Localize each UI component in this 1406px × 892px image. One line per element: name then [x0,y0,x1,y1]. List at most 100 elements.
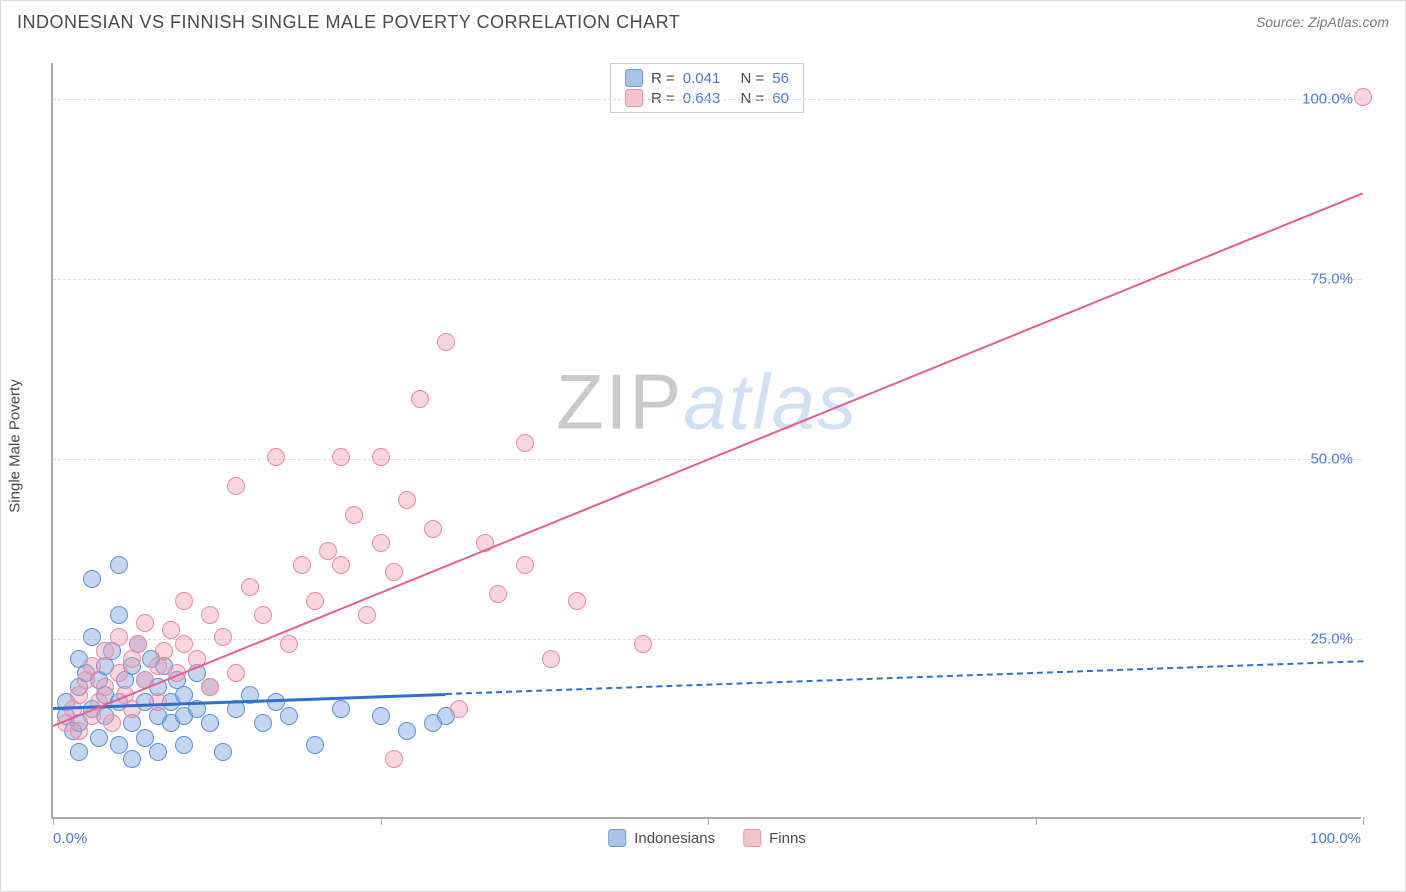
scatter-point [280,707,298,725]
scatter-point [542,650,560,668]
scatter-point [306,592,324,610]
scatter-point [634,635,652,653]
scatter-point [201,678,219,696]
scatter-point [110,606,128,624]
r-label: R = [651,90,675,107]
chart-title: INDONESIAN VS FINNISH SINGLE MALE POVERT… [17,12,680,33]
indonesians-n-value: 56 [772,70,789,87]
scatter-point [136,614,154,632]
scatter-point [227,664,245,682]
bottom-legend: Indonesians Finns [608,829,806,847]
scatter-point [411,390,429,408]
scatter-point [149,743,167,761]
stats-row-indonesians: R = 0.041 N = 56 [625,68,789,88]
scatter-point [96,642,114,660]
scatter-point [175,592,193,610]
scatter-point [267,448,285,466]
title-bar: INDONESIAN VS FINNISH SINGLE MALE POVERT… [1,1,1405,43]
scatter-point [96,678,114,696]
x-tick-label: 100.0% [1310,830,1361,847]
scatter-point [201,714,219,732]
source-label: Source: ZipAtlas.com [1256,14,1389,30]
scatter-point [516,556,534,574]
scatter-point [136,729,154,747]
scatter-point [110,736,128,754]
watermark: ZIPatlas [556,357,858,448]
y-tick-label: 75.0% [1310,271,1353,288]
scatter-point [385,563,403,581]
finns-n-value: 60 [772,90,789,107]
scatter-point [372,707,390,725]
scatter-point [332,448,350,466]
scatter-point [319,542,337,560]
scatter-point [90,729,108,747]
finns-legend-swatch-icon [743,829,761,847]
scatter-point [450,700,468,718]
scatter-point [175,736,193,754]
n-label: N = [741,70,765,87]
r-label: R = [651,70,675,87]
scatter-point [398,722,416,740]
regression-line [446,661,1363,696]
stats-legend-box: R = 0.041 N = 56 R = 0.643 N = 60 [610,63,804,113]
scatter-point [70,743,88,761]
x-tick [381,817,382,825]
scatter-point [358,606,376,624]
scatter-point [254,714,272,732]
scatter-point [83,570,101,588]
chart-container: INDONESIAN VS FINNISH SINGLE MALE POVERT… [0,0,1406,892]
scatter-point [293,556,311,574]
gridline [53,279,1361,280]
scatter-point [83,628,101,646]
indonesians-swatch-icon [625,69,643,87]
scatter-point [83,657,101,675]
scatter-point [175,686,193,704]
scatter-point [70,722,88,740]
x-tick [708,817,709,825]
scatter-point [280,635,298,653]
scatter-point [241,578,259,596]
plot-area: ZIPatlas R = 0.041 N = 56 R = 0.643 N = … [51,63,1361,819]
scatter-point [398,491,416,509]
gridline [53,639,1361,640]
finns-r-value: 0.643 [683,90,721,107]
scatter-point [372,448,390,466]
finns-legend-label: Finns [769,830,806,847]
scatter-point [149,693,167,711]
scatter-point [306,736,324,754]
indonesians-r-value: 0.041 [683,70,721,87]
n-label: N = [741,90,765,107]
scatter-point [385,750,403,768]
scatter-point [516,434,534,452]
gridline [53,99,1361,100]
x-tick [1363,817,1364,825]
scatter-point [155,642,173,660]
indonesians-legend-label: Indonesians [634,830,715,847]
y-tick-label: 25.0% [1310,631,1353,648]
scatter-point [227,477,245,495]
legend-item-finns: Finns [743,829,806,847]
scatter-point [214,628,232,646]
x-tick [53,817,54,825]
scatter-point [123,750,141,768]
scatter-point [103,714,121,732]
scatter-point [129,635,147,653]
scatter-point [568,592,586,610]
scatter-point [162,621,180,639]
scatter-point [424,520,442,538]
scatter-point [201,606,219,624]
scatter-point [123,700,141,718]
y-tick-label: 50.0% [1310,451,1353,468]
scatter-point [110,664,128,682]
scatter-point [110,628,128,646]
y-axis-label: Single Male Poverty [7,379,24,512]
legend-item-indonesians: Indonesians [608,829,715,847]
scatter-point [489,585,507,603]
indonesians-legend-swatch-icon [608,829,626,847]
scatter-point [175,635,193,653]
scatter-point [437,333,455,351]
scatter-point [332,556,350,574]
watermark-zip: ZIP [556,358,683,446]
scatter-point [345,506,363,524]
stats-row-finns: R = 0.643 N = 60 [625,88,789,108]
